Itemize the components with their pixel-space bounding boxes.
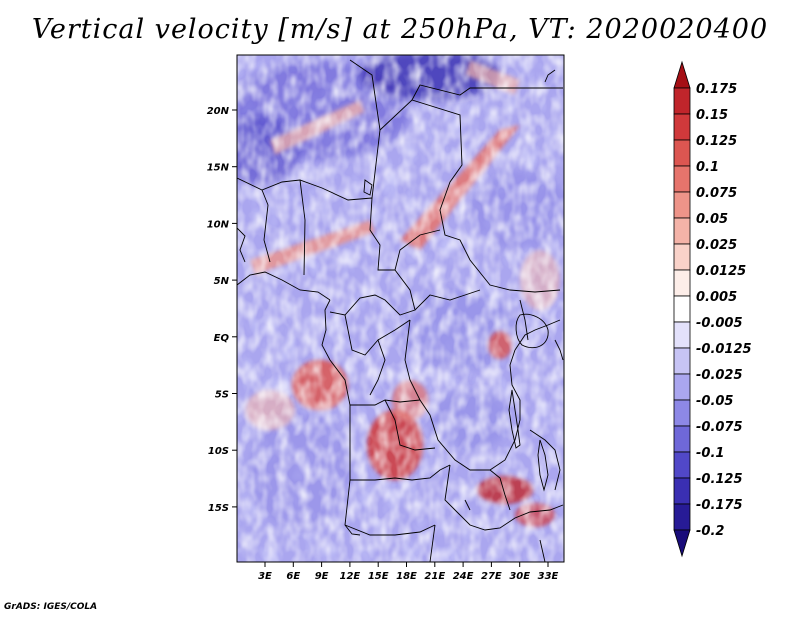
colorbar-label: 0.0125 bbox=[696, 264, 746, 279]
lon-tick-label: 12E bbox=[340, 571, 361, 582]
lakes bbox=[363, 179, 549, 492]
colorbar-label: -0.2 bbox=[696, 524, 724, 539]
lon-tick-label: 21E bbox=[424, 571, 445, 582]
colorbar-swatch bbox=[673, 373, 691, 401]
lon-tick-label: 9E bbox=[315, 571, 329, 582]
colorbar-swatch bbox=[673, 139, 691, 167]
colorbar-swatch bbox=[673, 87, 691, 115]
colorbar-label: 0.075 bbox=[696, 186, 737, 201]
colorbar-swatch bbox=[673, 191, 691, 219]
lon-tick-label: 6E bbox=[286, 571, 300, 582]
colorbar-swatch bbox=[673, 60, 691, 89]
colorbar-label: -0.175 bbox=[696, 498, 743, 513]
colorbar-label: -0.075 bbox=[696, 420, 743, 435]
colorbar-label: -0.1 bbox=[696, 446, 724, 461]
colorbar-label: 0.125 bbox=[696, 134, 737, 149]
lon-tick-label: 3E bbox=[258, 571, 272, 582]
colorbar-swatch bbox=[673, 165, 691, 193]
lon-tick-label: 15E bbox=[368, 571, 389, 582]
colorbar-swatch bbox=[673, 321, 691, 349]
colorbar-label: 0.15 bbox=[696, 108, 728, 123]
lon-tick-label: 24E bbox=[453, 571, 474, 582]
colorbar-label: 0.175 bbox=[696, 82, 737, 97]
lon-tick-label: 27E bbox=[481, 571, 502, 582]
colorbar-label: -0.025 bbox=[696, 368, 743, 383]
lon-tick-label: 30E bbox=[509, 571, 530, 582]
colorbar-swatch bbox=[673, 347, 691, 375]
lon-tick-label: 18E bbox=[396, 571, 417, 582]
colorbar: 0.175 0.15 0.125 0.1 0.075 0.05 0.025 0.0125 0.0… bbox=[673, 60, 752, 558]
country-borders bbox=[237, 59, 564, 562]
colorbar-swatch bbox=[673, 113, 691, 141]
colorbar-swatch bbox=[673, 503, 691, 531]
chart-title: Vertical velocity [m/s] at 250hPa, VT: 2… bbox=[31, 14, 769, 45]
grads-credit: GrADS: IGES/COLA bbox=[4, 602, 98, 612]
colorbar-label: 0.025 bbox=[696, 238, 737, 253]
plot-frame bbox=[236, 54, 565, 563]
lat-tick-label: 10N bbox=[207, 219, 230, 230]
colorbar-label: 0.05 bbox=[696, 212, 728, 227]
colorbar-label: 0.1 bbox=[696, 160, 719, 175]
colorbar-label: -0.125 bbox=[696, 472, 743, 487]
lat-tick-label: 5N bbox=[214, 276, 230, 287]
lat-tick-label: 15S bbox=[208, 503, 229, 514]
colorbar-swatch bbox=[673, 243, 691, 271]
colorbar-swatch bbox=[673, 269, 691, 297]
colorbar-label: 0.005 bbox=[696, 290, 737, 305]
colorbar-swatch bbox=[673, 217, 691, 245]
colorbar-swatch bbox=[673, 399, 691, 427]
lon-tick-label: 33E bbox=[538, 571, 559, 582]
colorbar-label: -0.005 bbox=[696, 316, 743, 331]
lat-tick-label: 15N bbox=[207, 163, 230, 174]
colorbar-swatch bbox=[673, 295, 691, 323]
latitude-axis: 20N 15N 10N 5N EQ 5S 10S 15S bbox=[207, 106, 237, 514]
colorbar-swatch bbox=[673, 425, 691, 453]
lat-tick-label: 20N bbox=[207, 106, 230, 117]
lat-tick-label: 5S bbox=[215, 390, 229, 401]
longitude-axis: 3E 6E 9E 12E 15E 18E 21E 24E 27E 30E 33E bbox=[258, 562, 559, 582]
vertical-velocity-field bbox=[237, 55, 564, 562]
lat-tick-label: 10S bbox=[208, 446, 229, 457]
colorbar-label: -0.0125 bbox=[696, 342, 752, 357]
colorbar-label: -0.05 bbox=[696, 394, 733, 409]
colorbar-swatch bbox=[673, 477, 691, 505]
colorbar-swatch bbox=[673, 451, 691, 479]
colorbar-swatch bbox=[673, 529, 691, 558]
lat-tick-label: EQ bbox=[214, 333, 230, 344]
